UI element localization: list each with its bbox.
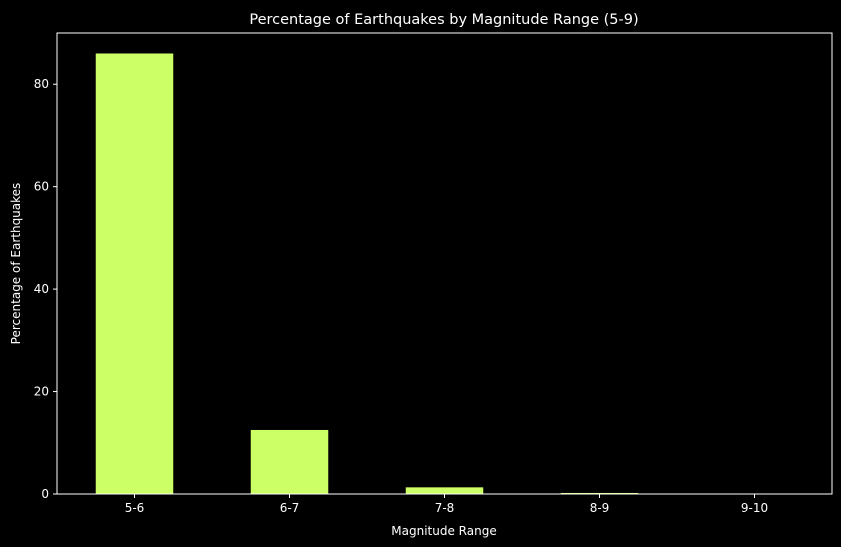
y-axis-label: Percentage of Earthquakes	[9, 183, 23, 345]
chart-title: Percentage of Earthquakes by Magnitude R…	[249, 12, 638, 28]
bar-5-6	[95, 53, 174, 494]
x-tick-label: 7-8	[435, 501, 455, 515]
x-axis-ticks: 5-6 6-7 7-8 8-9 9-10	[125, 494, 768, 515]
y-tick-label: 20	[34, 385, 49, 399]
bar-7-8	[405, 487, 484, 494]
bars-group	[95, 53, 639, 494]
x-tick-label: 5-6	[125, 501, 145, 515]
y-axis-ticks: 0 20 40 60 80	[34, 77, 57, 501]
y-tick-label: 80	[34, 77, 49, 91]
y-tick-label: 40	[34, 282, 49, 296]
y-tick-label: 0	[41, 487, 49, 501]
bar-6-7	[250, 429, 329, 494]
x-tick-label: 9-10	[741, 501, 768, 515]
x-axis-label: Magnitude Range	[391, 524, 496, 538]
y-tick-label: 60	[34, 180, 49, 194]
x-tick-label: 6-7	[280, 501, 300, 515]
bar-8-9	[560, 492, 639, 494]
x-tick-label: 8-9	[590, 501, 610, 515]
